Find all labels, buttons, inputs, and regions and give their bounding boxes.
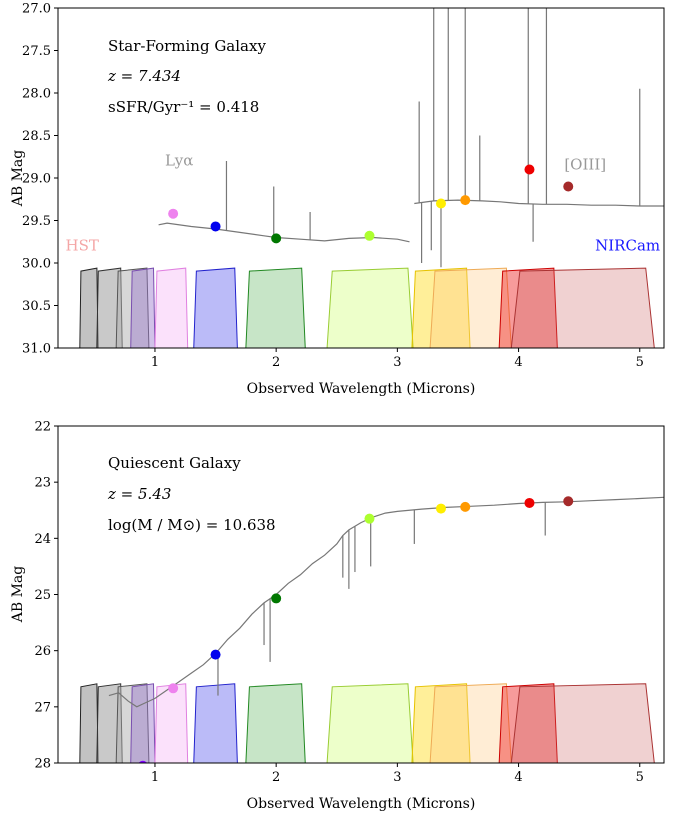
y-tick-label: 31.0 — [22, 342, 51, 357]
photometry-point — [563, 181, 574, 192]
x-tick-label: 4 — [514, 355, 522, 370]
x-tick-label: 5 — [636, 770, 644, 785]
y-tick-label: 27.5 — [22, 44, 51, 59]
photometry-point — [435, 198, 446, 209]
photometry-point — [168, 208, 179, 219]
y-tick-label: 25 — [34, 588, 51, 603]
filter-band — [411, 267, 471, 348]
filter-band — [130, 683, 156, 763]
x-tick-label: 3 — [393, 355, 401, 370]
sfg-ylabel: AB Mag — [10, 150, 26, 208]
photometry-point — [210, 649, 221, 660]
x-tick-label: 1 — [151, 770, 159, 785]
x-tick-label: 4 — [514, 770, 522, 785]
filter-band — [79, 267, 99, 348]
y-tick-label: 24 — [34, 532, 51, 547]
filter-band — [245, 683, 306, 763]
photometry-point — [138, 760, 147, 763]
filter-band — [96, 267, 123, 348]
sfg-filter-curves — [79, 267, 655, 348]
qg-ylabel: AB Mag — [10, 566, 26, 624]
qg-filter-curves — [79, 683, 655, 763]
qg-photometry — [138, 496, 574, 763]
photometry-point — [168, 683, 179, 694]
feature-label: HST — [66, 236, 99, 254]
sfg-redshift: z = 7.434 — [107, 67, 181, 85]
filter-band — [130, 267, 156, 348]
qg-x-ticks: 1 2 3 4 5 — [151, 763, 644, 785]
filter-band — [115, 683, 150, 763]
filter-band — [115, 267, 150, 348]
filter-band — [411, 683, 471, 763]
y-tick-label: 30.5 — [22, 299, 51, 314]
y-tick-label: 23 — [34, 476, 51, 491]
filter-band — [429, 683, 512, 763]
sfg-xlabel: Observed Wavelength (Microns) — [247, 381, 476, 397]
feature-label: NIRCam — [595, 236, 660, 254]
photometry-point — [563, 496, 574, 507]
sfg-line-labels: Lyα [OIII] HST NIRCam — [66, 151, 661, 254]
y-tick-label: 28.0 — [22, 87, 51, 102]
sfg-y-ticks: 27.0 27.5 28.0 28.5 29.0 29.5 30.0 30.5 31.0 — [22, 2, 58, 357]
photometry-point — [460, 501, 471, 512]
sfg-title: Star-Forming Galaxy — [108, 37, 266, 55]
filter-band — [510, 267, 655, 348]
photometry-point — [210, 221, 221, 232]
qg-y-ticks: 22 23 24 25 26 27 28 — [34, 420, 58, 772]
filter-band — [79, 683, 99, 763]
photometry-point — [271, 233, 282, 244]
x-tick-label: 5 — [636, 355, 644, 370]
photometry-point — [364, 230, 375, 241]
feature-label: Lyα — [165, 151, 193, 169]
x-tick-label: 3 — [393, 770, 401, 785]
filter-band — [193, 267, 238, 348]
x-tick-label: 2 — [272, 770, 280, 785]
qg-mass: log(M / M⊙) = 10.638 — [108, 516, 276, 534]
filter-band — [193, 683, 238, 763]
filter-band — [245, 267, 306, 348]
sfg-x-ticks: 1 2 3 4 5 — [151, 348, 644, 370]
qg-redshift: z = 5.43 — [107, 485, 171, 503]
photometry-point — [271, 593, 282, 604]
y-tick-label: 26 — [34, 644, 51, 659]
photometry-point — [524, 164, 535, 175]
filter-band — [96, 683, 123, 763]
y-tick-label: 27 — [34, 700, 51, 715]
filter-band — [326, 267, 414, 348]
filter-band — [429, 267, 512, 348]
feature-label: [OIII] — [564, 156, 606, 174]
filter-band — [154, 267, 189, 348]
filter-band — [154, 683, 189, 763]
spectrum-line — [414, 199, 664, 207]
filter-band — [510, 683, 655, 763]
y-tick-label: 29.5 — [22, 214, 51, 229]
filter-band — [326, 683, 414, 763]
photometry-point — [435, 503, 446, 514]
photometry-point — [364, 513, 375, 524]
qg-xlabel: Observed Wavelength (Microns) — [247, 796, 476, 812]
y-tick-label: 28.5 — [22, 129, 51, 144]
photometry-point — [460, 195, 471, 206]
y-tick-label: 30.0 — [22, 257, 51, 272]
y-tick-label: 28 — [34, 757, 51, 772]
qg-title: Quiescent Galaxy — [108, 454, 241, 472]
sfg-photometry — [168, 164, 574, 244]
sfg-panel: 1 2 3 4 5 27.0 27.5 28.0 28.5 29.0 29.5 30.0 30.5 31… — [10, 2, 665, 397]
photometry-point — [524, 497, 535, 508]
x-tick-label: 1 — [151, 355, 159, 370]
x-tick-label: 2 — [272, 355, 280, 370]
sfg-ssfr: sSFR/Gyr⁻¹ = 0.418 — [108, 98, 259, 116]
y-tick-label: 27.0 — [22, 2, 51, 17]
y-tick-label: 29.0 — [22, 172, 51, 187]
y-tick-label: 22 — [34, 420, 51, 435]
